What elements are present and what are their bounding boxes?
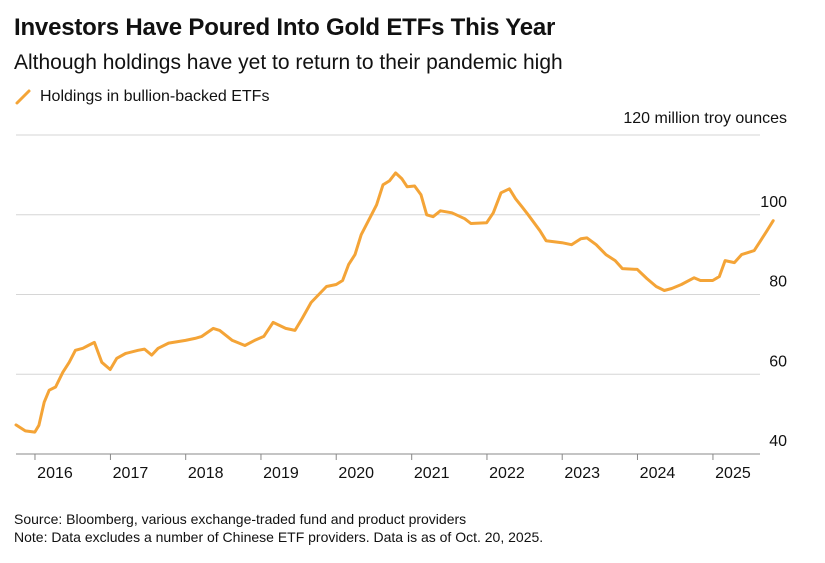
x-axis: 2016 2017 2018 2019 2020 2021 2022 2023 2024 2025 [34,454,751,482]
holdings-series-line [14,171,775,434]
x-tick-label-2020: 2020 [338,465,374,482]
x-tick-label-2016: 2016 [37,465,73,482]
source-note: Source: Bloomberg, various exchange-trad… [14,511,467,527]
x-tick-label-2019: 2019 [263,465,299,482]
gridlines [16,134,760,455]
legend: Holdings in bullion-backed ETFs [14,86,269,108]
y-tick-label-100: 100 [760,194,787,211]
legend-label: Holdings in bullion-backed ETFs [40,88,270,105]
y-tick-labels: 40 60 80 100 [760,194,787,450]
footer: Source: Bloomberg, various exchange-trad… [14,510,543,546]
x-tick-label-2024: 2024 [640,465,676,482]
legend-line-icon [15,89,31,105]
y-tick-label-80: 80 [769,274,787,291]
x-tick-label-2023: 2023 [564,465,600,482]
chart-subtitle: Although holdings have yet to return to … [14,51,563,74]
y-tick-label-60: 60 [769,353,787,370]
x-tick-label-2022: 2022 [489,465,525,482]
data-note: Note: Data excludes a number of Chinese … [14,529,544,545]
x-tick-label-2017: 2017 [113,465,149,482]
x-tick-label-2018: 2018 [188,465,224,482]
x-tick-label-2021: 2021 [414,465,450,482]
y-axis-unit-label: 120 million troy ounces [623,110,787,127]
y-tick-label-40: 40 [769,433,787,450]
x-tick-label-2025: 2025 [715,465,751,482]
chart-title: Investors Have Poured Into Gold ETFs Thi… [14,14,556,41]
